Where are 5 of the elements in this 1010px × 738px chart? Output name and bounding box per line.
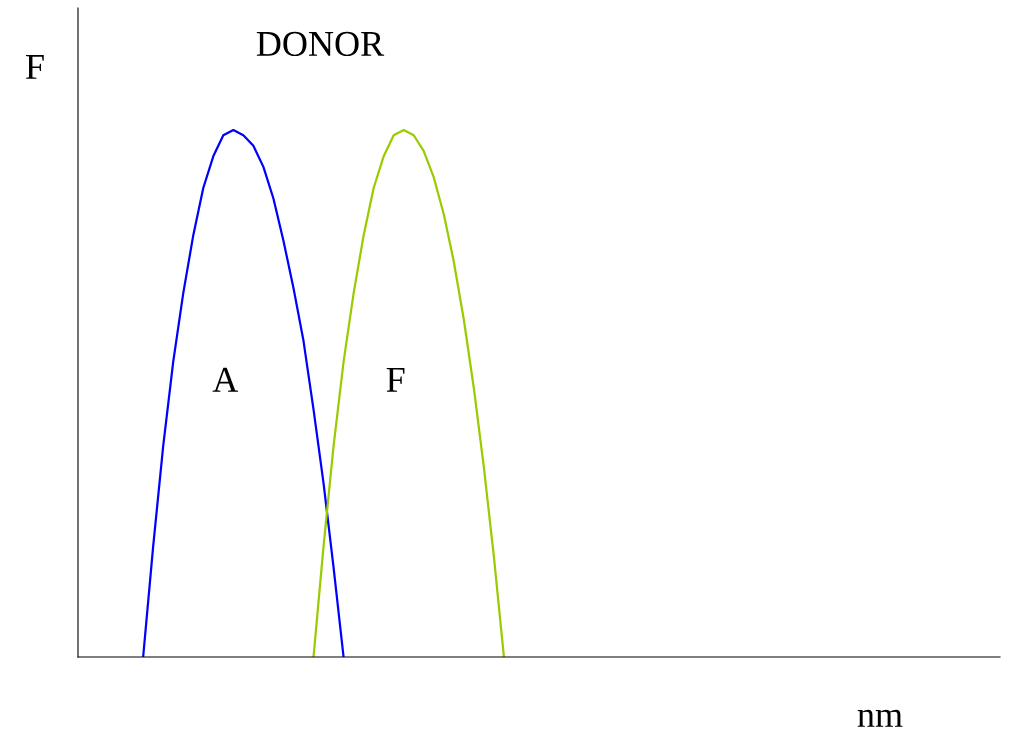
series-label: F (386, 368, 405, 392)
series-label: A (212, 367, 239, 392)
chart-title: DONOR (256, 31, 385, 57)
y-axis-title: F (26, 55, 44, 79)
x-axis-title: nm (857, 709, 903, 727)
